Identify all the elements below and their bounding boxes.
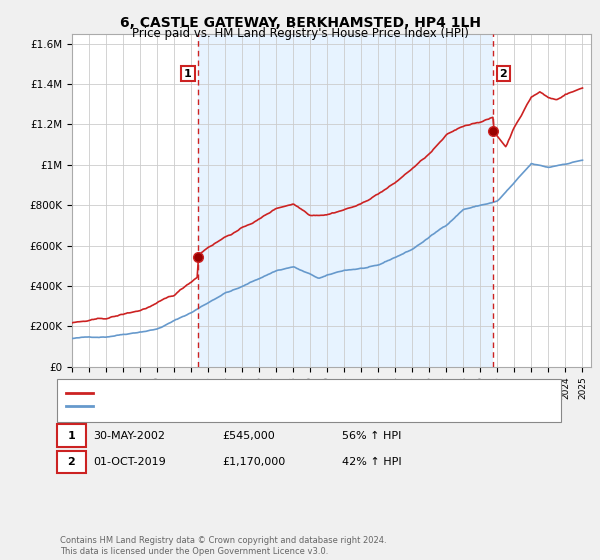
Text: 01-OCT-2019: 01-OCT-2019 — [93, 457, 166, 467]
Text: 56% ↑ HPI: 56% ↑ HPI — [342, 431, 401, 441]
Text: 2: 2 — [499, 68, 507, 78]
Text: 42% ↑ HPI: 42% ↑ HPI — [342, 457, 401, 467]
Bar — [198, 34, 493, 367]
Text: £545,000: £545,000 — [222, 431, 275, 441]
Text: £1,170,000: £1,170,000 — [222, 457, 285, 467]
Text: 1: 1 — [184, 68, 192, 78]
Text: 30-MAY-2002: 30-MAY-2002 — [93, 431, 165, 441]
Text: 1: 1 — [68, 431, 75, 441]
Text: Contains HM Land Registry data © Crown copyright and database right 2024.
This d: Contains HM Land Registry data © Crown c… — [60, 536, 386, 556]
Text: 6, CASTLE GATEWAY, BERKHAMSTED, HP4 1LH: 6, CASTLE GATEWAY, BERKHAMSTED, HP4 1LH — [119, 16, 481, 30]
Text: 6, CASTLE GATEWAY, BERKHAMSTED, HP4 1LH (detached house): 6, CASTLE GATEWAY, BERKHAMSTED, HP4 1LH … — [98, 388, 434, 398]
Text: 2: 2 — [68, 457, 75, 467]
Text: Price paid vs. HM Land Registry's House Price Index (HPI): Price paid vs. HM Land Registry's House … — [131, 27, 469, 40]
Text: HPI: Average price, detached house, Dacorum: HPI: Average price, detached house, Daco… — [98, 401, 338, 411]
